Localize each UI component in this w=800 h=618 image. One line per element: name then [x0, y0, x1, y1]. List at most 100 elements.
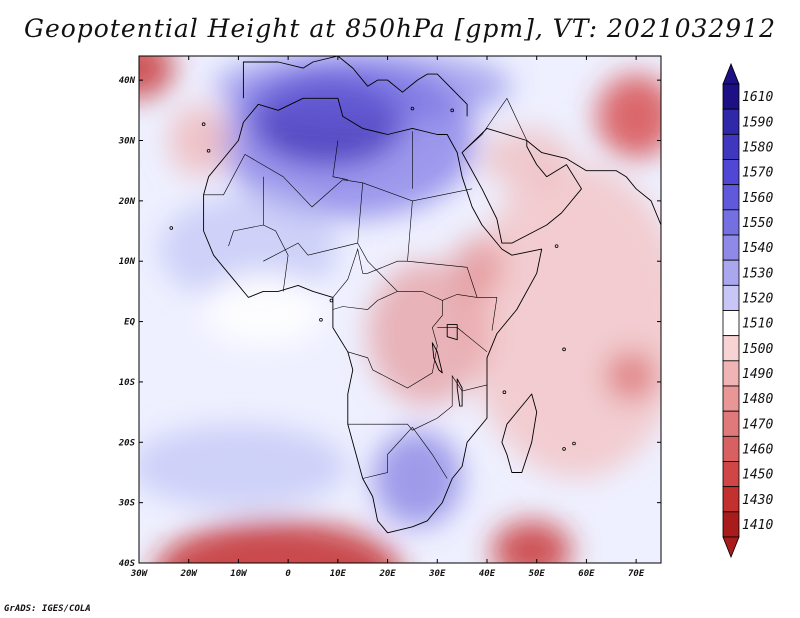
colorbar-label: 1610 — [742, 90, 773, 105]
colorbar-label: 1500 — [742, 342, 773, 357]
colorbar-label: 1590 — [742, 115, 773, 130]
colorbar-label: 1560 — [742, 191, 773, 206]
field-region-iran-low — [596, 74, 661, 159]
island-bioko — [329, 298, 334, 303]
colorbar-swatch — [722, 234, 740, 261]
colorbar-label: 1490 — [742, 367, 773, 382]
country-border — [407, 200, 498, 331]
colorbar-swatch — [722, 184, 740, 211]
colorbar-swatch — [722, 486, 740, 513]
country-border — [263, 182, 363, 262]
colorbar-swatch — [722, 310, 740, 337]
colorbar: 1610 1590 1580 1570 1560 1550 1540 1530 1520 1510… — [722, 62, 773, 559]
axes: 30W 20W 10W 0 10E 20E 30E 40E 50E 60E 70E 40N 30N 20N… — [118, 56, 661, 579]
madagascar-coastline — [501, 393, 538, 473]
lat-tick-label: 30N — [118, 137, 136, 147]
field-region-indian-ocean-pink — [467, 164, 661, 479]
plot-frame — [138, 55, 662, 564]
lon-tick-label: 20W — [180, 569, 199, 579]
country-border — [362, 426, 448, 479]
lat-tick-label: EQ — [124, 318, 135, 328]
lon-tick-label: 20E — [378, 569, 396, 579]
field-region-ethiopia-pink — [452, 237, 502, 298]
lon-tick-label: 0 — [285, 569, 291, 579]
country-border — [357, 242, 478, 301]
lon-tick-label: 30E — [428, 569, 446, 579]
field-region-northwest-low — [139, 56, 174, 99]
iran-coastline — [526, 140, 661, 226]
field-region-canary-pink — [168, 104, 229, 177]
colorbar-swatch — [722, 385, 740, 412]
colorbar-label: 1430 — [742, 493, 773, 508]
island-socotra — [554, 244, 559, 248]
colorbar-label: 1580 — [742, 140, 773, 155]
country-border — [203, 154, 246, 196]
colorbar-swatch — [722, 259, 740, 286]
colorbar-swatch — [722, 435, 740, 462]
lon-tick-label: 40E — [479, 569, 496, 579]
colorbar-swatch — [722, 284, 740, 311]
europe-coastline — [242, 56, 468, 117]
height-field — [139, 56, 661, 563]
colorbar-label: 1480 — [742, 392, 773, 407]
field-region-south-africa-high — [372, 430, 463, 527]
lat-tick-label: 10N — [119, 257, 136, 267]
africa-coastline — [203, 97, 543, 534]
country-border — [347, 374, 488, 431]
field-region-arabia-pink — [482, 128, 572, 189]
lake-malawi — [456, 378, 463, 407]
island-canary-islands — [206, 148, 211, 153]
colorbar-swatch — [722, 108, 740, 135]
lat-tick-label: 40N — [119, 76, 136, 86]
country-border — [332, 291, 398, 310]
lat-tick-label: 20S — [118, 438, 136, 448]
island-cape-verde — [169, 226, 174, 230]
colorbar-label: 1410 — [742, 518, 773, 533]
country-border — [461, 97, 528, 153]
field-region-south-atlantic-low — [157, 520, 400, 563]
country-border — [263, 224, 289, 292]
island-mauritius — [572, 441, 576, 446]
lon-tick-label: 30W — [130, 569, 149, 579]
field-region-south-atlantic-high — [139, 424, 348, 509]
colorbar-swatch — [722, 461, 740, 488]
country-border — [347, 300, 443, 389]
colorbar-swatch — [722, 133, 740, 160]
colorbar-label: 1570 — [742, 166, 773, 181]
lon-tick-label: 50E — [529, 569, 546, 579]
country-border — [437, 327, 488, 353]
colorbar-label: 1520 — [742, 291, 773, 306]
field-region-central-africa-pink — [367, 261, 487, 407]
island-crete — [410, 106, 415, 111]
colorbar-label: 1550 — [742, 216, 773, 231]
lat-tick-label: 30S — [118, 499, 136, 509]
lon-tick-label: 10W — [230, 569, 248, 579]
field-region-indian-south-low — [491, 520, 572, 563]
island-cyprus — [450, 108, 455, 113]
colorbar-bottom-arrow — [722, 536, 740, 559]
colorbar-top-arrow — [722, 62, 740, 85]
credit-text: GrADS: IGES/COLA — [4, 604, 91, 614]
island-sao-tome — [319, 317, 323, 322]
lat-tick-label: 20N — [118, 197, 136, 207]
lon-tick-label: 70E — [628, 569, 645, 579]
arabia-coastline — [461, 127, 582, 244]
colorbar-swatch — [722, 511, 740, 538]
lon-tick-label: 10E — [330, 569, 347, 579]
colorbar-swatch — [722, 159, 740, 186]
colorbar-swatch — [722, 83, 740, 110]
colorbar-label: 1530 — [742, 266, 773, 281]
island-madeira — [201, 122, 206, 127]
colorbar-swatch — [722, 335, 740, 362]
colorbar-label: 1540 — [742, 241, 773, 256]
geography-lines — [169, 56, 661, 534]
colorbar-swatch — [722, 360, 740, 387]
country-border — [332, 247, 408, 298]
island-reunion — [562, 447, 566, 451]
lat-tick-label: 40S — [119, 559, 136, 569]
colorbar-label: 1470 — [742, 417, 773, 432]
country-border — [244, 154, 363, 208]
country-border — [332, 140, 348, 180]
chart-title: Geopotential Height at 850hPa [gpm], VT:… — [23, 14, 777, 43]
